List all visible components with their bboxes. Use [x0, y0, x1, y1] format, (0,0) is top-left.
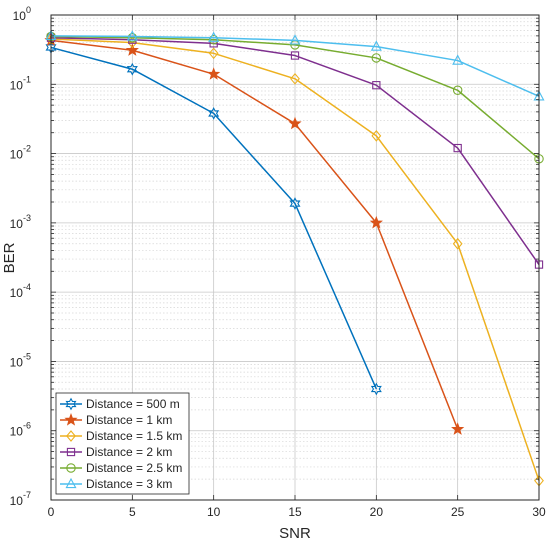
- y-tick-exponent: 0: [26, 5, 31, 15]
- data-point: [371, 130, 382, 142]
- x-tick-label: 25: [451, 505, 465, 519]
- y-tick-exponent: -4: [23, 282, 31, 292]
- x-axis-label: SNR: [279, 525, 311, 542]
- y-tick-exponent: -6: [23, 421, 31, 431]
- data-point: [370, 40, 382, 51]
- legend-entry: Distance = 2.5 km: [60, 461, 182, 475]
- legend-entry: Distance = 500 m: [60, 397, 180, 411]
- data-point: [207, 67, 221, 80]
- legend-marker: [66, 447, 76, 457]
- legend-entry: Distance = 1 km: [60, 413, 172, 427]
- data-point: [371, 53, 382, 63]
- legend-marker: [65, 477, 77, 489]
- series-line: [50, 39, 459, 430]
- data-point: [208, 47, 219, 60]
- data-point: [126, 62, 138, 76]
- series-group: [44, 29, 545, 487]
- y-tick-exponent: -7: [23, 490, 31, 500]
- legend-box: [55, 392, 190, 495]
- legend-marker: [66, 463, 76, 473]
- x-tick-label: 5: [129, 505, 136, 519]
- data-point: [452, 54, 464, 65]
- data-point: [369, 215, 383, 229]
- data-point: [125, 43, 139, 56]
- legend-label: Distance = 2 km: [86, 445, 172, 459]
- x-tick-label: 0: [48, 505, 55, 519]
- x-tick-label: 10: [207, 505, 221, 519]
- data-point: [372, 81, 381, 90]
- data-point: [290, 51, 300, 60]
- y-axis-label: BER: [1, 242, 18, 273]
- data-point: [452, 237, 463, 250]
- data-point: [127, 32, 138, 43]
- data-point: [289, 34, 301, 45]
- legend-label: Distance = 1 km: [86, 413, 172, 427]
- data-point: [370, 382, 382, 396]
- legend-entry: Distance = 1.5 km: [60, 429, 182, 443]
- y-tick-exponent: -5: [23, 351, 31, 361]
- x-tick-label: 20: [370, 505, 384, 519]
- data-point: [290, 72, 300, 85]
- legend-label: Distance = 1.5 km: [86, 429, 182, 443]
- x-tick-labels: 0 5 10 15 20 25 30: [48, 505, 546, 519]
- legend-entry: Distance = 2 km: [60, 445, 172, 459]
- y-tick-exponent: -1: [23, 74, 31, 84]
- data-point: [288, 116, 302, 130]
- legend-marker: [66, 430, 76, 442]
- data-point: [126, 30, 138, 41]
- data-point: [451, 422, 465, 435]
- series-line: [50, 35, 540, 98]
- data-point: [208, 31, 220, 42]
- y-tick-exponent: -2: [23, 144, 31, 154]
- legend-label: Distance = 500 m: [86, 397, 180, 411]
- data-point: [208, 107, 220, 120]
- x-tick-label: 15: [288, 505, 302, 519]
- series-line: [50, 38, 540, 481]
- legend-marker: [64, 413, 78, 426]
- legend: Distance = 500 m Distance = 1 km Distance …: [55, 392, 190, 495]
- data-point: [452, 85, 463, 96]
- legend-label: Distance = 2.5 km: [86, 461, 182, 475]
- data-point: [289, 197, 301, 210]
- data-point: [453, 143, 462, 153]
- series-line: [50, 46, 378, 390]
- x-tick-label: 30: [532, 505, 546, 519]
- ticks: [50, 14, 540, 501]
- legend-marker: [65, 397, 77, 411]
- series-line: [50, 35, 540, 160]
- y-tick-exponent: -3: [23, 213, 31, 223]
- legend-entry: Distance = 3 km: [60, 477, 172, 491]
- legend-label: Distance = 3 km: [86, 477, 172, 491]
